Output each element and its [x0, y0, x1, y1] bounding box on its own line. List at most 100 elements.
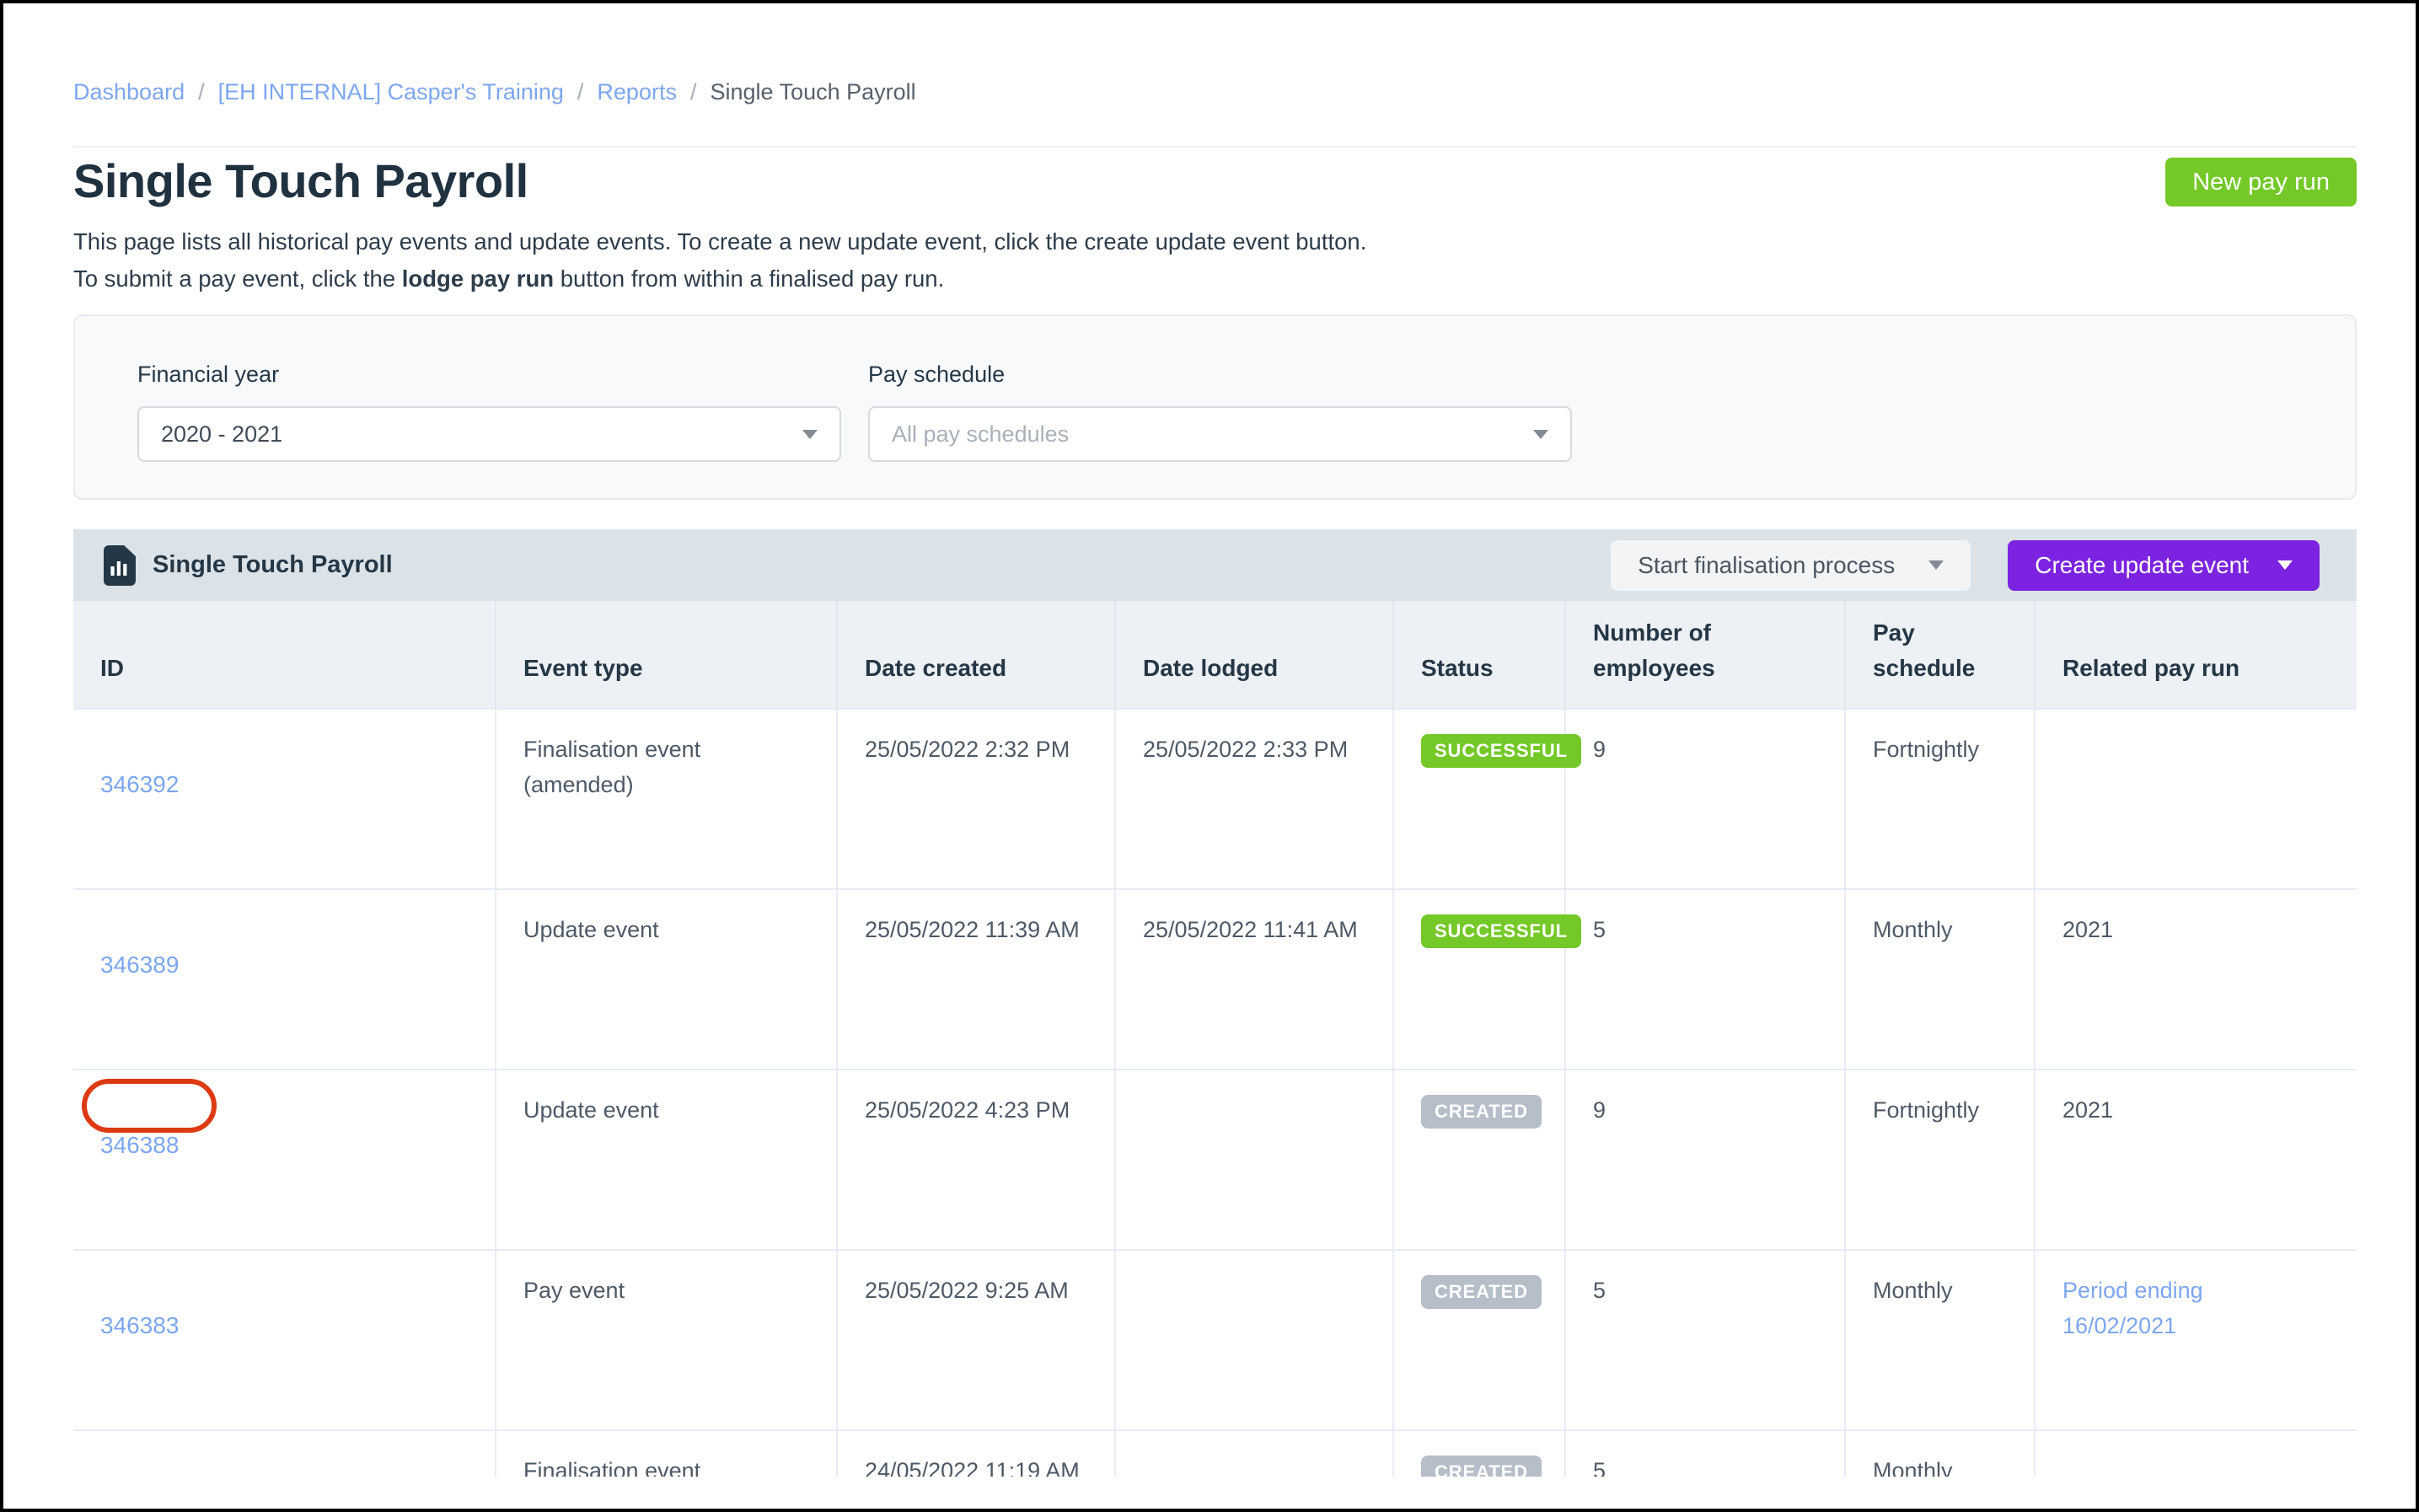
page-header: Single Touch Payroll New pay run	[73, 156, 2357, 206]
cell-pay-schedule: Fortnightly	[1846, 1070, 2036, 1249]
chevron-down-icon	[1533, 429, 1548, 439]
table-row: 346392 Finalisation event (amended) 25/0…	[73, 710, 2357, 888]
breadcrumb-item: Single Touch Payroll	[710, 79, 916, 105]
intro-line-1: This page lists all historical pay event…	[73, 228, 1367, 255]
status-badge: CREATED	[1421, 1456, 1542, 1477]
cell-date-lodged	[1116, 1251, 1394, 1429]
table-row: 346388 Update event 25/05/2022 4:23 PM C…	[73, 1069, 2357, 1249]
pay-schedule-value: All pay schedules	[892, 421, 1070, 447]
column-header-event-type: Event type	[496, 601, 838, 708]
column-header-date-created: Date created	[838, 601, 1116, 708]
cell-pay-schedule: Monthly	[1846, 1251, 2036, 1429]
cell-date-created: 25/05/2022 4:23 PM	[838, 1070, 1116, 1249]
start-finalisation-button[interactable]: Start finalisation process	[1611, 539, 1971, 591]
create-update-event-button[interactable]: Create update event	[2008, 539, 2320, 591]
cell-date-created: 25/05/2022 9:25 AM	[838, 1251, 1116, 1429]
cell-date-created: 25/05/2022 2:32 PM	[838, 710, 1116, 888]
breadcrumb-separator: /	[577, 79, 584, 105]
cell-status: SUCCESSFUL	[1394, 710, 1581, 888]
cell-id: 346392	[73, 710, 496, 888]
cell-pay-schedule: Monthly	[1846, 890, 2036, 1069]
cell-pay-schedule: Monthly	[1846, 1431, 2036, 1477]
financial-year-label: Financial year	[137, 362, 280, 387]
column-header-date-lodged: Date lodged	[1116, 601, 1394, 708]
related-pay-run-link: 2021	[2062, 1097, 2114, 1123]
report-file-icon	[102, 544, 136, 586]
panel-header-bar: Single Touch Payroll Start finalisation …	[73, 529, 2357, 601]
cell-related-pay-run: Period ending 16/02/2021	[2036, 1251, 2357, 1429]
column-header-id: ID	[73, 601, 496, 708]
cell-date-lodged	[1116, 1070, 1394, 1249]
status-badge: SUCCESSFUL	[1421, 734, 1581, 768]
chevron-down-icon	[2277, 560, 2293, 570]
cell-date-lodged: 25/05/2022 2:33 PM	[1116, 710, 1394, 888]
cell-employees: 9	[1566, 710, 1846, 888]
start-finalisation-label: Start finalisation process	[1638, 551, 1896, 578]
panel-title: Single Touch Payroll	[153, 551, 393, 578]
cell-date-created: 25/05/2022 11:39 AM	[838, 890, 1116, 1069]
table-row: 346383 Pay event 25/05/2022 9:25 AM CREA…	[73, 1249, 2357, 1429]
pay-schedule-label: Pay schedule	[868, 362, 1006, 387]
breadcrumb-separator: /	[689, 79, 697, 105]
intro-line-2-prefix: To submit a pay event, click the	[73, 265, 402, 292]
column-header-pay-schedule: Pay schedule	[1846, 601, 2036, 708]
cell-related-pay-run	[2036, 710, 2357, 888]
breadcrumb-item[interactable]: Reports	[597, 79, 677, 105]
financial-year-select[interactable]: 2020 - 2021	[137, 406, 841, 462]
cell-date-lodged	[1116, 1431, 1394, 1477]
related-pay-run-link: 2021	[2062, 917, 2114, 942]
chevron-down-icon	[1928, 560, 1944, 570]
cell-id: 346388	[73, 1070, 496, 1249]
panel-actions: Start finalisation process Create update…	[1611, 539, 2320, 591]
column-header-number-of-employees: Number of employees	[1566, 601, 1846, 708]
pay-event-id-link[interactable]: 346388	[100, 1132, 180, 1158]
table-header-row: ID Event type Date created Date lodged S…	[73, 601, 2357, 710]
pay-event-id-link[interactable]: 346383	[100, 1312, 180, 1338]
intro-line-2-bold: lodge pay run	[401, 265, 555, 292]
filters-panel: Financial year 2020 - 2021 Pay schedule …	[73, 314, 2357, 500]
pay-event-id-link[interactable]: 346392	[100, 771, 180, 797]
intro-line-2: To submit a pay event, click the lodge p…	[73, 262, 2357, 296]
column-header-status: Status	[1394, 601, 1566, 708]
status-badge: CREATED	[1421, 1095, 1542, 1129]
chevron-down-icon	[802, 429, 818, 439]
table-row: 346389 Update event 25/05/2022 11:39 AM …	[73, 888, 2357, 1069]
related-pay-run-link[interactable]: Period ending 16/02/2021	[2062, 1278, 2203, 1338]
status-badge: CREATED	[1421, 1275, 1542, 1309]
table-body: 346392 Finalisation event (amended) 25/0…	[73, 710, 2357, 1477]
cell-related-pay-run	[2036, 1431, 2357, 1477]
cell-id: 346389	[73, 890, 496, 1069]
cell-status: SUCCESSFUL	[1394, 890, 1581, 1069]
stp-events-panel: Single Touch Payroll Start finalisation …	[73, 529, 2357, 1477]
breadcrumb-separator: /	[198, 79, 205, 105]
intro-line-2-suffix: button from within a finalised pay run.	[554, 265, 945, 292]
cell-event-type: Finalisation event (amended)	[496, 710, 838, 888]
cell-date-created: 24/05/2022 11:19 AM	[838, 1431, 1116, 1477]
pay-schedule-select[interactable]: All pay schedules	[868, 406, 1572, 462]
financial-year-value: 2020 - 2021	[161, 421, 283, 447]
cell-id: 346380 CONTINUE FINALISATION	[73, 1431, 496, 1477]
table-row: 346380 CONTINUE FINALISATION Finalisatio…	[73, 1429, 2357, 1477]
breadcrumb: Dashboard / [EH INTERNAL] Casper's Trainin…	[73, 79, 2357, 147]
cell-date-lodged: 25/05/2022 11:41 AM	[1116, 890, 1394, 1069]
cell-related-pay-run: 2021	[2036, 890, 2357, 1069]
pay-event-id-link[interactable]: 346389	[100, 952, 180, 978]
annotation-ellipse-icon	[82, 1079, 217, 1133]
cell-event-type: Update event	[496, 1070, 838, 1249]
cell-employees: 5	[1566, 1431, 1846, 1477]
pay-schedule-filter: Pay schedule All pay schedules	[868, 362, 1572, 498]
breadcrumb-item[interactable]: [EH INTERNAL] Casper's Training	[217, 79, 564, 105]
cell-related-pay-run: 2021	[2036, 1070, 2357, 1249]
cell-employees: 5	[1566, 1251, 1846, 1429]
breadcrumb-item[interactable]: Dashboard	[73, 79, 185, 105]
cell-event-type: Pay event	[496, 1251, 838, 1429]
cell-employees: 9	[1566, 1070, 1846, 1249]
cell-event-type: Update event	[496, 890, 838, 1069]
cell-employees: 5	[1566, 890, 1846, 1069]
financial-year-filter: Financial year 2020 - 2021	[137, 362, 841, 498]
cell-status: CREATED	[1394, 1251, 1566, 1429]
cell-event-type: Finalisation event	[496, 1431, 838, 1477]
create-update-event-label: Create update event	[2035, 551, 2249, 578]
new-pay-run-button[interactable]: New pay run	[2165, 158, 2357, 206]
